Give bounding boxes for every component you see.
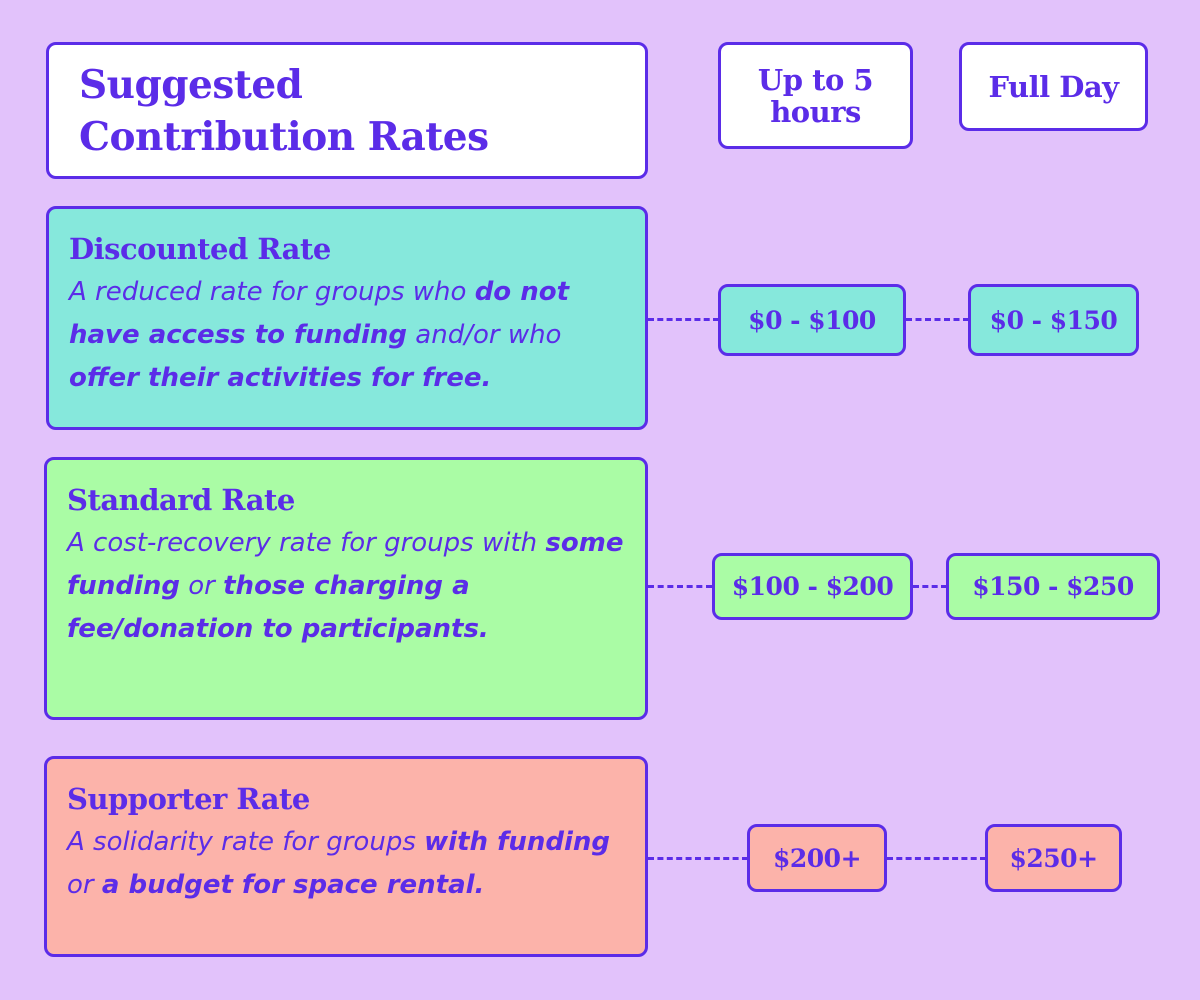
- title-box: Suggested Contribution Rates: [46, 42, 648, 179]
- rate-card-discounted: Discounted Rate A reduced rate for group…: [46, 206, 648, 430]
- rate-title-standard: Standard Rate: [67, 483, 295, 517]
- desc-emphasis: with funding: [424, 827, 611, 857]
- title-line-1: Suggested: [79, 62, 303, 108]
- connector-line: [887, 857, 986, 860]
- column-header-up-to-5-hours-line-2: hours: [770, 94, 861, 129]
- desc-text: or: [67, 870, 102, 900]
- desc-emphasis: a budget for space rental.: [101, 870, 485, 900]
- price-label: $150 - $250: [972, 572, 1134, 601]
- page-title: Suggested Contribution Rates: [79, 59, 489, 163]
- price-discounted-full-day: $0 - $150: [968, 284, 1139, 356]
- connector-line: [648, 857, 748, 860]
- desc-text: and/or who: [407, 320, 562, 350]
- column-header-full-day-label: Full Day: [988, 69, 1119, 104]
- column-header-up-to-5-hours-line-1: Up to 5: [757, 62, 874, 97]
- title-line-2: Contribution Rates: [79, 114, 489, 160]
- price-label: $100 - $200: [731, 572, 894, 601]
- rate-description-discounted: A reduced rate for groups who do not hav…: [69, 271, 625, 400]
- desc-text: or: [179, 571, 224, 601]
- connector-line: [648, 585, 712, 588]
- desc-emphasis: those charging a fee/donation to partici…: [67, 571, 489, 644]
- rate-description-standard: A cost-recovery rate for groups with som…: [67, 522, 625, 651]
- price-supporter-full-day: $250+: [985, 824, 1122, 892]
- rate-description-supporter: A solidarity rate for groups with fundin…: [67, 821, 625, 907]
- column-header-full-day: Full Day: [959, 42, 1148, 131]
- desc-emphasis: some funding: [67, 528, 624, 601]
- price-standard-5-hours: $100 - $200: [712, 553, 913, 620]
- price-label: $0 - $150: [989, 305, 1118, 335]
- rate-card-supporter: Supporter Rate A solidarity rate for gro…: [44, 756, 648, 957]
- price-standard-full-day: $150 - $250: [946, 553, 1160, 620]
- price-supporter-5-hours: $200+: [747, 824, 887, 892]
- desc-text: A solidarity rate for groups: [67, 827, 425, 857]
- price-label: $200+: [772, 843, 862, 873]
- price-discounted-5-hours: $0 - $100: [718, 284, 906, 356]
- desc-emphasis: offer their activities for free.: [69, 363, 492, 393]
- rate-title-discounted: Discounted Rate: [69, 232, 331, 266]
- price-label: $0 - $100: [748, 305, 876, 335]
- connector-line: [648, 318, 719, 321]
- desc-text: A reduced rate for groups who: [69, 277, 475, 307]
- connector-line: [913, 585, 947, 588]
- rate-card-standard: Standard Rate A cost-recovery rate for g…: [44, 457, 648, 720]
- desc-text: A cost-recovery rate for groups with: [67, 528, 546, 558]
- price-label: $250+: [1009, 843, 1098, 873]
- rate-title-supporter: Supporter Rate: [67, 782, 310, 816]
- connector-line: [906, 318, 969, 321]
- column-header-up-to-5-hours: Up to 5 hours: [718, 42, 913, 149]
- desc-emphasis: do not have access to funding: [69, 277, 570, 350]
